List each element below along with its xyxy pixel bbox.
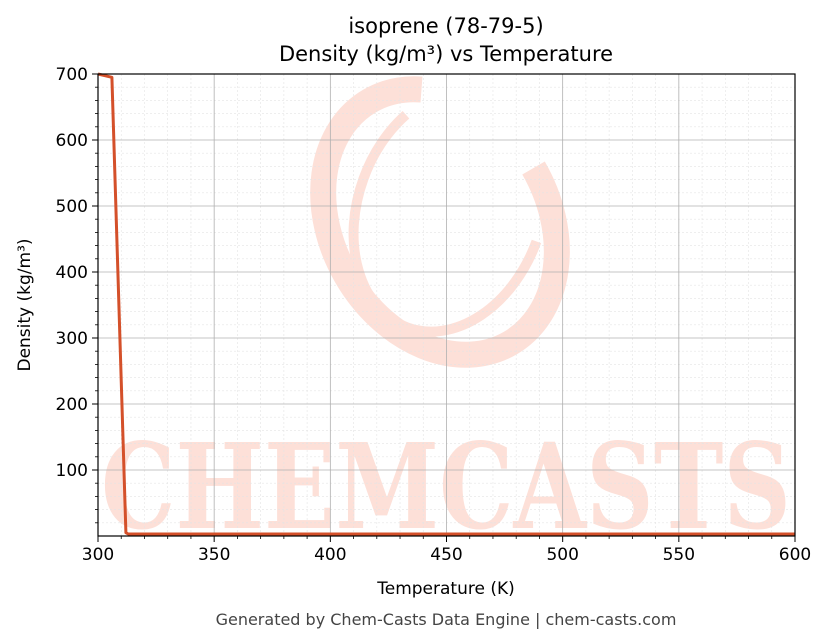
x-axis-label: Temperature (K) [376, 579, 515, 599]
x-tick-label: 300 [82, 545, 114, 565]
x-tick-label: 400 [314, 545, 346, 565]
watermark-swirl-icon [310, 76, 570, 368]
y-tick-label: 700 [56, 65, 88, 85]
footer-credit: Generated by Chem-Casts Data Engine | ch… [216, 610, 677, 629]
y-tick-label: 500 [56, 197, 88, 217]
y-tick-label: 100 [56, 461, 88, 481]
y-axis-label: Density (kg/m³) [15, 238, 35, 371]
major-grid [98, 74, 795, 536]
y-tick-label: 600 [56, 131, 88, 151]
chart-title-line1: isoprene (78-79-5) [348, 14, 543, 38]
x-tick-label: 350 [198, 545, 230, 565]
x-axis-ticks: 300 350 400 450 500 550 600 [82, 536, 811, 565]
chart-title-line2: Density (kg/m³) vs Temperature [279, 42, 613, 66]
x-tick-label: 500 [546, 545, 578, 565]
x-tick-label: 600 [779, 545, 811, 565]
y-tick-label: 400 [56, 263, 88, 283]
density-series-line [97, 72, 795, 536]
x-tick-label: 450 [430, 545, 462, 565]
x-tick-label: 550 [663, 545, 695, 565]
y-tick-label: 200 [56, 395, 88, 415]
minor-ticks [95, 86, 773, 539]
y-axis-ticks: 100 200 300 400 500 600 700 [56, 65, 98, 481]
y-tick-label: 300 [56, 329, 88, 349]
